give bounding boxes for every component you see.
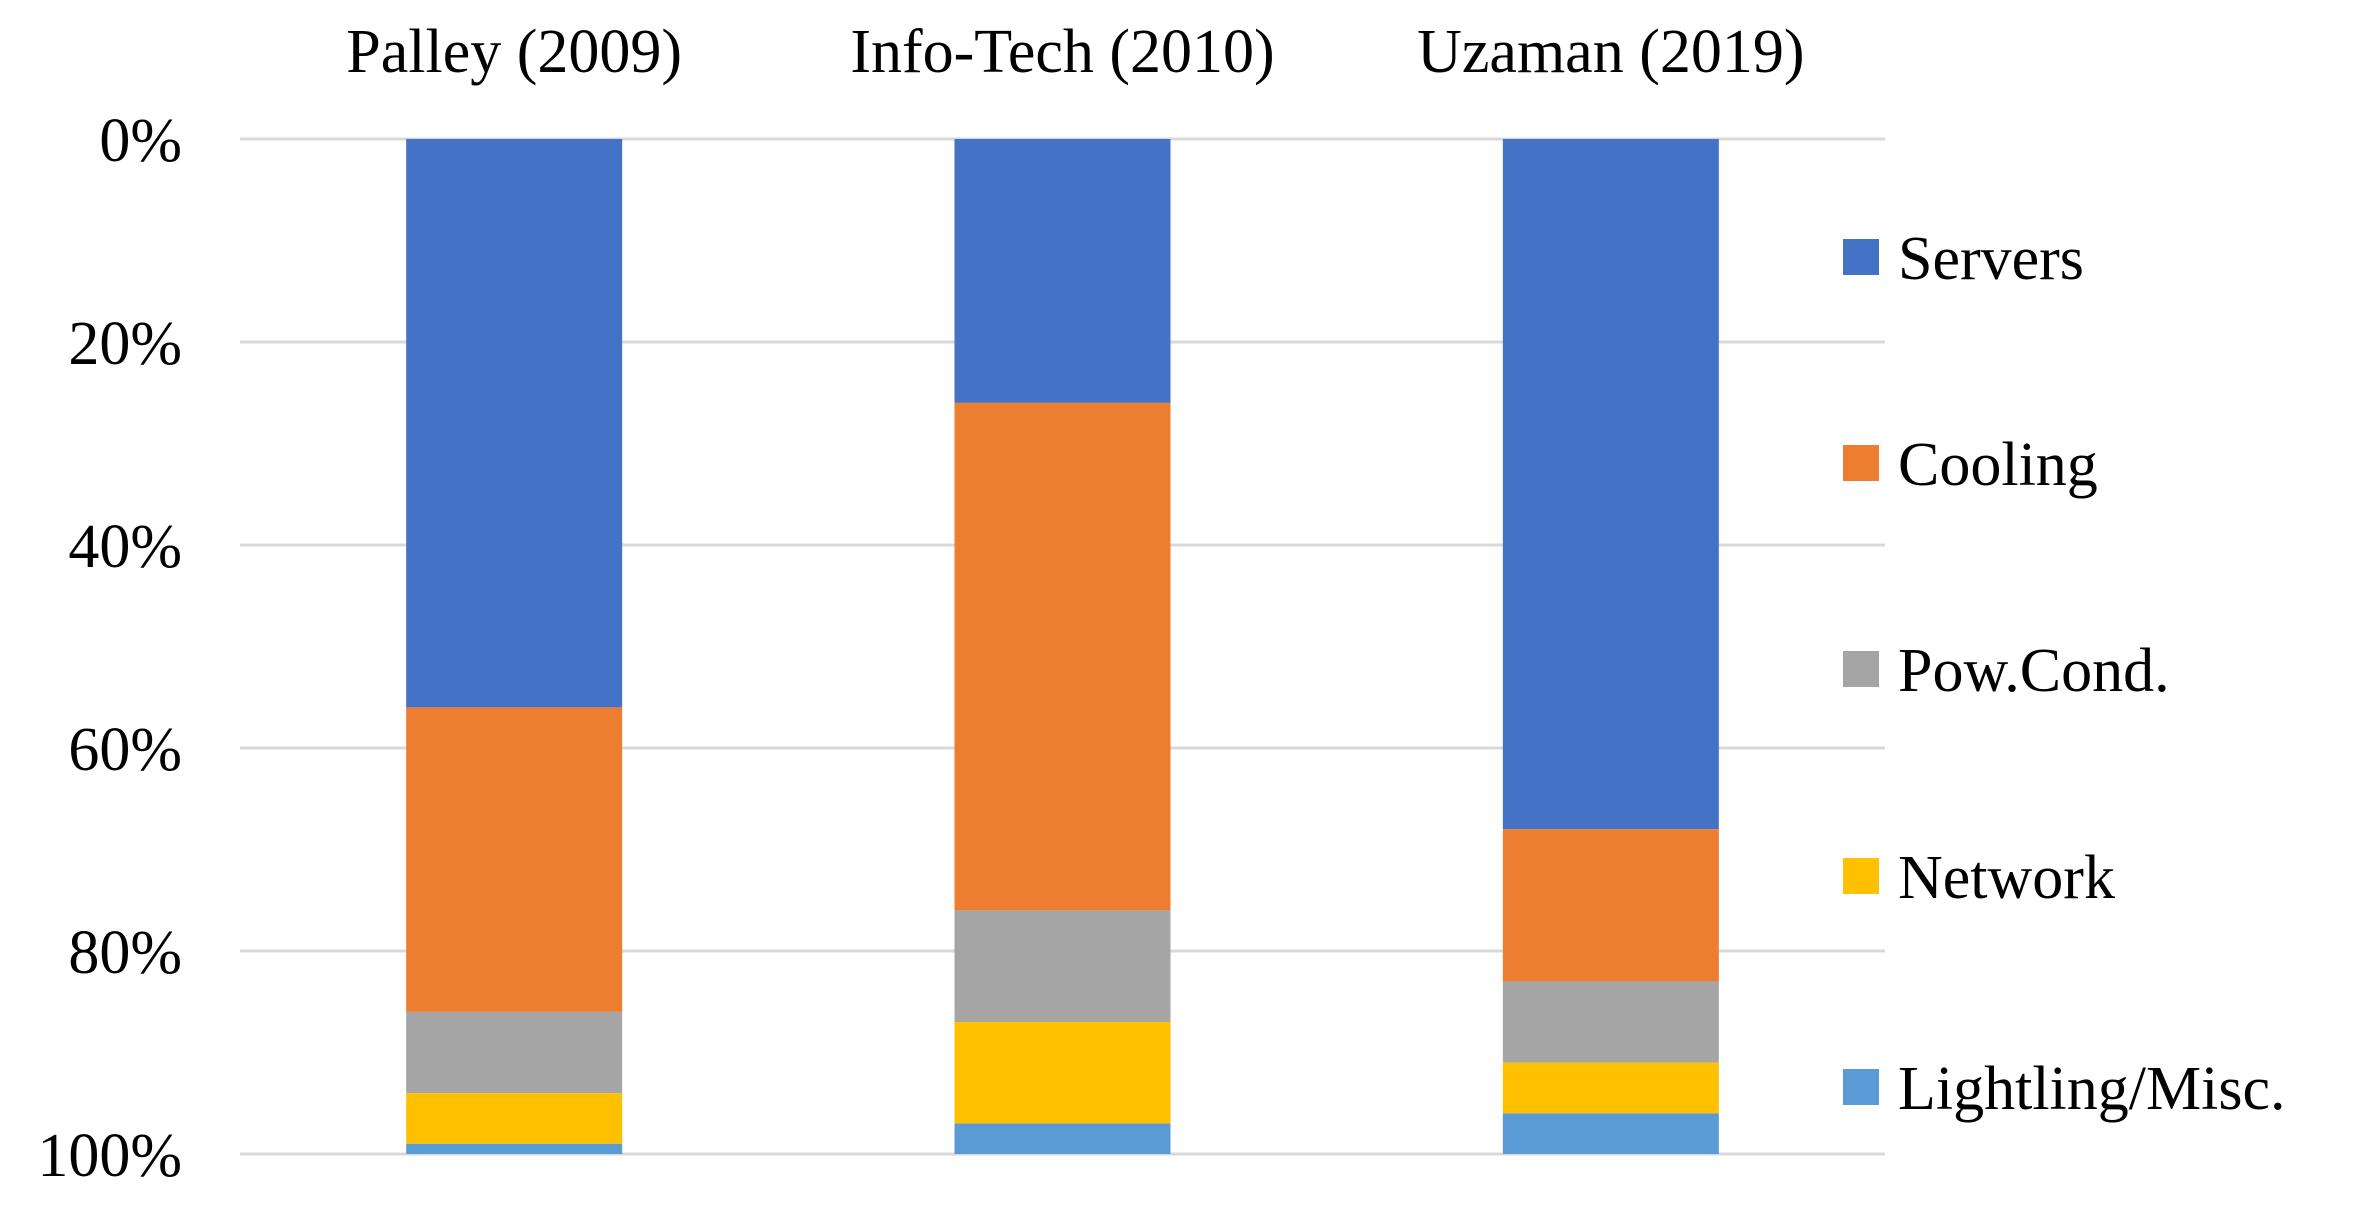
category-label: Palley (2009) — [346, 18, 682, 86]
bar-segment-servers — [406, 139, 623, 708]
bar-segment-lightling-misc- — [954, 1123, 1171, 1154]
y-tick-label: 60% — [68, 716, 182, 784]
y-tick-label: 0% — [99, 107, 182, 175]
legend-label: Lightling/Misc. — [1898, 1055, 2286, 1123]
legend-swatch — [1843, 1069, 1879, 1105]
y-tick-label: 100% — [37, 1122, 182, 1190]
bar-segment-network — [954, 1022, 1171, 1124]
bar-segment-cooling — [406, 707, 623, 1012]
legend-swatch — [1843, 239, 1879, 275]
legend-label: Cooling — [1898, 431, 2098, 499]
category-label: Info-Tech (2010) — [850, 18, 1274, 86]
bar-segment-lightling-misc- — [1502, 1113, 1719, 1154]
legend-swatch — [1843, 651, 1879, 687]
bar-segment-servers — [1502, 139, 1719, 830]
bar-segment-pow-cond- — [406, 1011, 623, 1094]
bar-segment-cooling — [954, 402, 1171, 911]
legend-label: Pow.Cond. — [1898, 637, 2170, 705]
bar-segment-network — [406, 1093, 623, 1144]
bar-segment-pow-cond- — [1502, 981, 1719, 1063]
bar-segment-network — [1502, 1062, 1719, 1114]
y-tick-label: 40% — [68, 513, 182, 581]
bar-segment-cooling — [1502, 829, 1719, 982]
y-tick-label: 80% — [68, 919, 182, 987]
legend-swatch — [1843, 445, 1879, 481]
bar-segment-lightling-misc- — [406, 1143, 623, 1154]
y-tick-label: 20% — [68, 310, 182, 378]
legend-label: Network — [1898, 844, 2115, 912]
legend-swatch — [1843, 858, 1879, 894]
bar-segment-servers — [954, 139, 1171, 403]
legend-label: Servers — [1898, 225, 2084, 293]
bar-segment-pow-cond- — [954, 910, 1171, 1023]
category-label: Uzaman (2019) — [1417, 18, 1804, 86]
